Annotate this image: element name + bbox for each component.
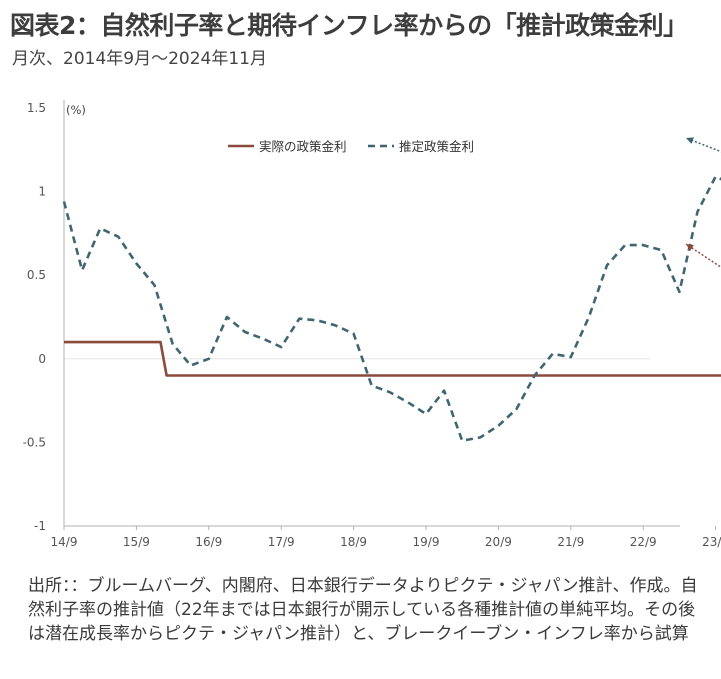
y-tick-label: 0 xyxy=(38,352,46,366)
x-tick-label: 16/9 xyxy=(195,535,222,549)
y-tick-label: 1 xyxy=(38,185,46,199)
chart-title: 図表2：自然利子率と期待インフレ率からの「推計政策金利」 xyxy=(10,11,688,40)
y-unit-label: (%) xyxy=(66,103,86,117)
x-tick-label: 17/9 xyxy=(268,535,295,549)
legend-label-estimated: 推定政策金利 xyxy=(399,139,474,154)
y-tick-label: 1.5 xyxy=(27,101,46,115)
axes xyxy=(63,100,680,527)
x-axis-ticks: 14/9 15/9 16/9 17/9 18/9 19/9 20/9 21/9 22/9 23/9… xyxy=(51,526,721,549)
source-note: 出所：：ブルームバーグ、内閣府、日本銀行データよりピクテ・ジャパン推計、作成。自… xyxy=(28,576,698,644)
series-lines xyxy=(62,175,721,442)
actual-trend-arrow-head xyxy=(686,244,694,251)
estimated-trend-arrow-head xyxy=(686,137,694,144)
actual-trend-arrow xyxy=(685,243,721,269)
x-tick-label: 23/9 xyxy=(702,535,721,549)
y-tick-label: -0.5 xyxy=(23,435,46,449)
actual-rate-line xyxy=(64,340,721,377)
y-tick-label: 0.5 xyxy=(27,268,46,282)
chart-subtitle: 月次、2014年9月～2024年11月 xyxy=(12,49,267,69)
trend-arrows xyxy=(685,137,721,269)
x-tick-label: 20/9 xyxy=(485,535,512,549)
legend-label-actual: 実際の政策金利 xyxy=(259,139,347,154)
line-chart: 1.5 1 0.5 0 -0.5 -1 14/9 15/9 16/9 17/9 18/9 19/9 2… xyxy=(23,100,721,549)
x-tick-label: 19/9 xyxy=(413,535,440,549)
y-axis-ticks: 1.5 1 0.5 0 -0.5 -1 xyxy=(23,101,46,533)
x-tick-label: 15/9 xyxy=(123,535,150,549)
x-tick-label: 14/9 xyxy=(51,535,78,549)
estimated-rate-line xyxy=(62,175,721,442)
estimated-trend-arrow xyxy=(685,137,721,153)
x-tick-label: 22/9 xyxy=(630,535,657,549)
x-tick-label: 21/9 xyxy=(557,535,584,549)
x-tick-label: 18/9 xyxy=(340,535,367,549)
y-tick-label: -1 xyxy=(34,519,46,533)
legend: 実際の政策金利 推定政策金利 xyxy=(228,139,474,154)
